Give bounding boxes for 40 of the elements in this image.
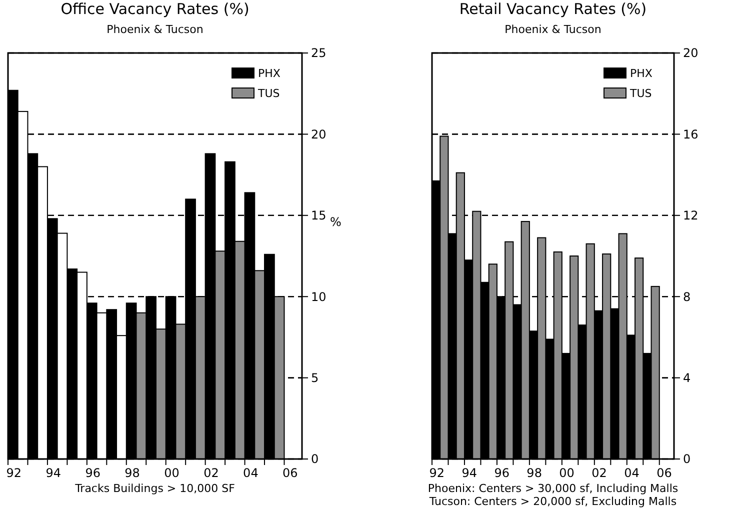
x-tick-label: 92 — [429, 466, 445, 480]
x-tick-label: 96 — [85, 466, 100, 480]
y-tick-label: 8 — [683, 290, 691, 304]
x-tick-label: 96 — [494, 466, 510, 480]
legend-label: PHX — [630, 66, 653, 80]
chart-title: Retail Vacancy Rates (%) — [459, 0, 647, 18]
y-tick-label: 10 — [311, 290, 326, 304]
text: Phoenix: Centers > 30,000 sf, Including Malls — [428, 482, 678, 495]
legend-label: TUS — [629, 86, 652, 100]
x-tick-label: 94 — [46, 466, 62, 480]
y-tick-label: 5 — [311, 371, 319, 385]
chart-title: Office Vacancy Rates (%) — [60, 0, 250, 18]
y-axis-title: % — [330, 215, 342, 229]
x-tick-label: 94 — [462, 466, 477, 480]
x-tick-label: 92 — [6, 466, 22, 480]
x-tick-label: 04 — [624, 466, 640, 480]
y-tick-label: 25 — [311, 46, 326, 60]
y-tick-label: 16 — [683, 127, 698, 142]
x-tick-label: 98 — [124, 466, 140, 480]
x-tick-label: 98 — [526, 466, 542, 480]
x-tick-label: 00 — [164, 466, 180, 480]
y-tick-label: 0 — [683, 452, 691, 466]
y-tick-label: 0 — [311, 452, 319, 466]
y-tick-label: 4 — [683, 371, 691, 385]
x-tick-label: 06 — [656, 466, 672, 480]
y-tick-label: 12 — [683, 208, 698, 223]
text: Tracks Buildings > 10,000 SF — [74, 482, 235, 495]
chart-subtitle: Phoenix & Tucson — [106, 23, 204, 36]
x-tick-label: 02 — [592, 466, 607, 480]
x-tick-label: 02 — [204, 466, 219, 480]
legend-label: TUS — [257, 86, 280, 100]
legend-label: PHX — [258, 66, 281, 80]
y-tick-label: 20 — [311, 127, 326, 142]
chart-subtitle: Phoenix & Tucson — [504, 23, 602, 36]
y-tick-label: 15 — [311, 208, 326, 223]
y-tick-label: 20 — [683, 46, 698, 60]
x-tick-label: 00 — [559, 466, 574, 480]
x-tick-label: 06 — [282, 466, 298, 480]
x-tick-label: 04 — [243, 466, 258, 480]
text: Tucson: Centers > 20,000 sf, Excluding Malls — [428, 495, 677, 508]
